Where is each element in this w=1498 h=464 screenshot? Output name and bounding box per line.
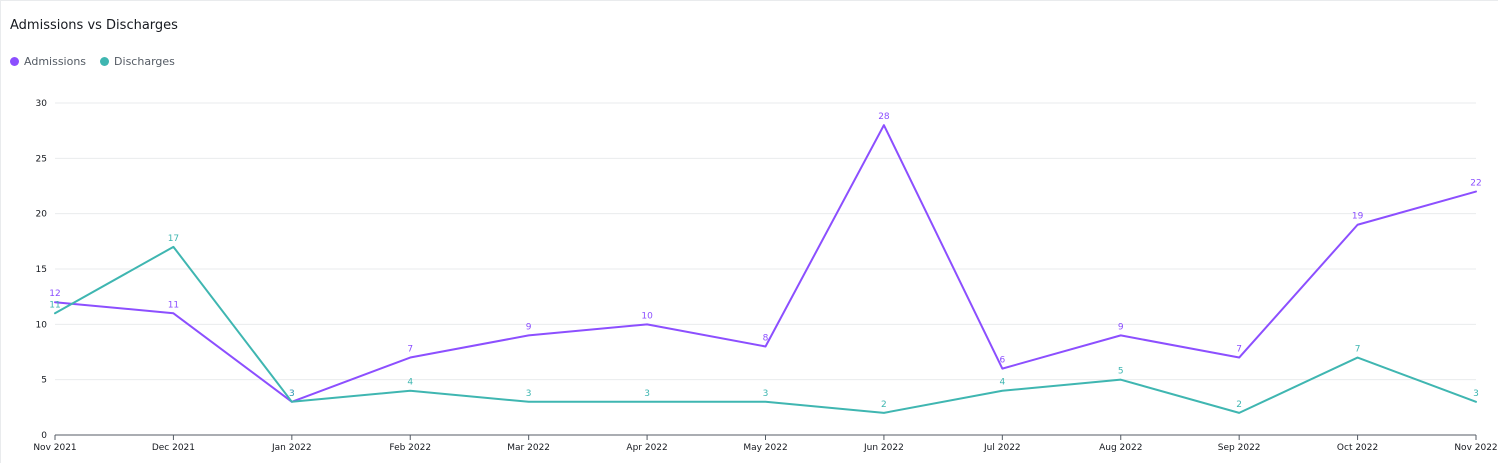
- x-tick-label-12: Nov 2022: [1454, 443, 1497, 453]
- x-tick-label-2: Jan 2022: [271, 443, 312, 453]
- data-label-discharges-7: 2: [881, 400, 887, 410]
- legend-swatch-admissions: [10, 57, 19, 66]
- data-label-admissions-4: 9: [526, 322, 532, 332]
- data-label-admissions-2: 3: [289, 389, 295, 399]
- data-label-admissions-3: 7: [407, 345, 413, 355]
- data-label-discharges-1: 17: [168, 234, 179, 244]
- x-tick-label-5: Apr 2022: [626, 443, 667, 453]
- data-label-discharges-6: 3: [763, 389, 769, 399]
- data-label-admissions-11: 19: [1352, 212, 1364, 222]
- data-label-discharges-11: 7: [1355, 345, 1361, 355]
- data-label-admissions-5: 10: [641, 311, 653, 321]
- x-tick-label-8: Jul 2022: [983, 443, 1021, 453]
- chart-legend: Admissions Discharges: [10, 55, 175, 68]
- x-tick-label-11: Oct 2022: [1337, 443, 1378, 453]
- data-label-discharges-3: 4: [407, 378, 413, 388]
- data-label-discharges-2: 3: [289, 389, 295, 399]
- y-tick-label-20: 20: [36, 210, 48, 220]
- data-label-admissions-7: 28: [878, 112, 890, 122]
- x-tick-label-9: Aug 2022: [1099, 443, 1142, 453]
- y-tick-label-25: 25: [36, 154, 47, 164]
- legend-item-discharges[interactable]: Discharges: [100, 55, 175, 68]
- data-label-discharges-0: 11: [49, 300, 60, 310]
- grid-layer: [55, 102, 1476, 381]
- x-tick-label-6: May 2022: [743, 443, 787, 453]
- series-line-admissions: [54, 124, 1477, 403]
- legend-item-admissions[interactable]: Admissions: [10, 55, 86, 68]
- x-tick-label-7: Jun 2022: [863, 443, 904, 453]
- y-tick-label-30: 30: [36, 99, 48, 109]
- data-label-admissions-6: 8: [763, 333, 769, 343]
- data-label-discharges-5: 3: [644, 389, 650, 399]
- x-tick-label-1: Dec 2021: [152, 443, 195, 453]
- series-line-discharges: [54, 245, 1477, 414]
- y-tick-label-10: 10: [36, 320, 48, 330]
- data-label-discharges-10: 2: [1236, 400, 1242, 410]
- data-label-admissions-10: 7: [1236, 345, 1242, 355]
- x-tick-label-3: Feb 2022: [389, 443, 431, 453]
- x-tick-label-10: Sep 2022: [1218, 443, 1261, 453]
- data-label-discharges-4: 3: [526, 389, 532, 399]
- chart-title: Admissions vs Discharges: [10, 18, 178, 33]
- legend-swatch-discharges: [100, 57, 110, 66]
- y-tick-label-5: 5: [41, 376, 47, 386]
- y-tick-label-0: 0: [41, 431, 47, 441]
- y-tick-label-15: 15: [36, 265, 47, 275]
- x-tick-label-0: Nov 2021: [33, 443, 76, 453]
- data-label-admissions-0: 12: [49, 289, 60, 299]
- data-label-admissions-1: 11: [168, 300, 179, 310]
- x-tick-label-4: Mar 2022: [507, 443, 550, 453]
- data-label-admissions-8: 6: [999, 356, 1005, 366]
- legend-label-discharges: Discharges: [114, 55, 175, 68]
- data-label-admissions-9: 9: [1118, 322, 1124, 332]
- data-label-discharges-9: 5: [1118, 367, 1124, 377]
- legend-label-admissions: Admissions: [24, 55, 87, 68]
- series-layer: [54, 124, 1477, 414]
- data-label-admissions-12: 22: [1470, 179, 1481, 189]
- data-label-discharges-8: 4: [999, 378, 1005, 388]
- data-label-discharges-12: 3: [1473, 389, 1479, 399]
